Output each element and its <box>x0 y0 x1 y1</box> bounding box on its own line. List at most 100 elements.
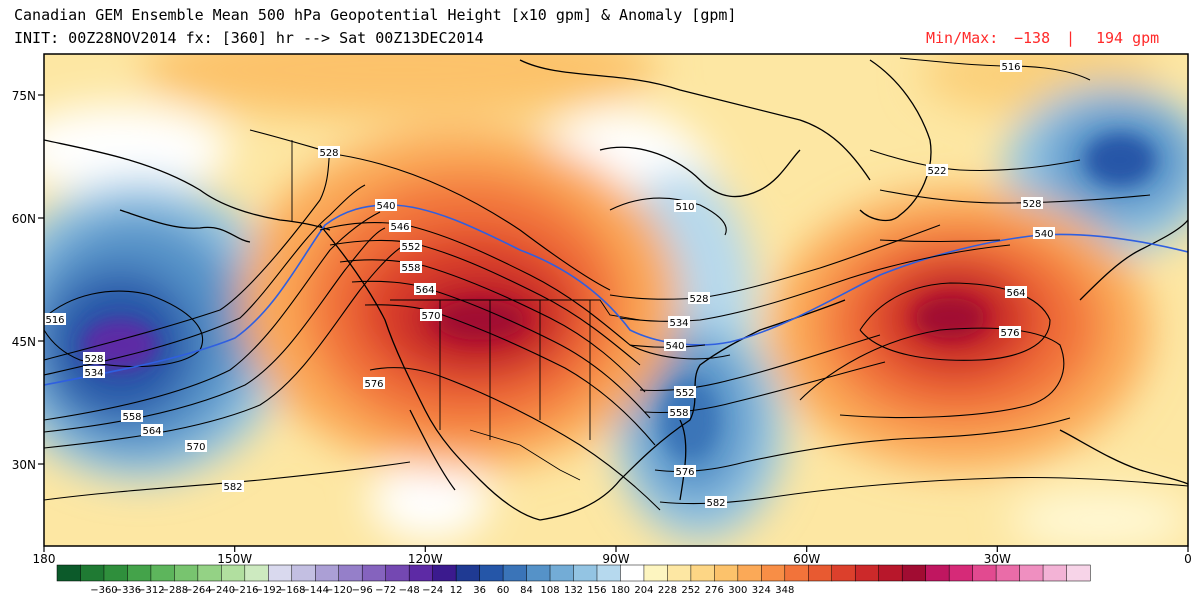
borders <box>291 140 641 481</box>
atlantic-576 <box>799 327 1065 419</box>
contour-label-text: 528 <box>689 294 708 305</box>
colorbar-label: −264 <box>184 585 211 596</box>
atlantic-522 <box>869 149 1081 172</box>
contour-label-text: 534 <box>669 318 688 329</box>
colorbar-label: −72 <box>375 585 396 596</box>
colorbar-swatch <box>573 564 598 582</box>
lon-label: 90W <box>602 552 629 566</box>
us-canada-border <box>390 299 641 321</box>
colorbar-label: −216 <box>231 585 258 596</box>
contour-label: 564 <box>1005 286 1027 299</box>
lat-label: 75N <box>12 89 36 103</box>
contour-label-text: 552 <box>401 242 420 253</box>
latitude-labels: 75N 60N 45N 30N <box>12 89 36 472</box>
colorbar-swatch <box>1066 564 1091 582</box>
contour-label-text: 570 <box>186 442 205 453</box>
contour-label-text: 528 <box>1022 199 1041 210</box>
colorbar-swatch <box>737 564 762 582</box>
init-forecast-line: INIT: 00Z28NOV2014 fx: [360] hr --> Sat … <box>14 29 484 47</box>
colorbar-swatch <box>127 564 152 582</box>
colorbar-swatch <box>150 564 175 582</box>
contour-label-text: 546 <box>390 222 409 233</box>
lon-label: 180 <box>33 552 56 566</box>
minmax-label: Min/Max: <box>926 29 999 47</box>
alaska-coast <box>44 139 331 231</box>
contour-label: 516 <box>1000 60 1022 73</box>
colorbar-swatch <box>244 564 269 582</box>
colorbar-label: 324 <box>752 585 771 596</box>
longitude-labels: 180 150W 120W 90W 60W 30W 0 <box>33 552 1192 566</box>
colorbar: −360−336−312−288−264−240−216−192−168−144… <box>56 564 1091 596</box>
contour-label: 528 <box>318 146 340 159</box>
yukon-528 <box>249 129 611 291</box>
contour-label-text: 540 <box>376 201 395 212</box>
colorbar-label: 252 <box>681 585 700 596</box>
contour-label-text: 558 <box>401 263 420 274</box>
contour-label: 522 <box>926 164 948 177</box>
colorbar-swatch <box>268 564 293 582</box>
colorbar-label: −168 <box>278 585 305 596</box>
contour-label: 576 <box>999 326 1021 339</box>
colorbar-swatch <box>56 564 82 582</box>
contour-label: 552 <box>400 240 422 253</box>
colorbar-swatch <box>479 564 504 582</box>
contour-labels: 516 528 534 558 564 570 582 528 540 546 … <box>44 60 1055 509</box>
atlantic-540-black <box>879 239 1001 243</box>
contour-label: 540 <box>375 199 397 212</box>
contour-label-text: 570 <box>421 311 440 322</box>
colorbar-swatch <box>925 564 950 582</box>
colorbar-label: 36 <box>473 585 486 596</box>
lon-label: 60W <box>793 552 820 566</box>
colorbar-label: 108 <box>540 585 559 596</box>
contour-label: 510 <box>674 200 696 213</box>
lon-label: 0 <box>1184 552 1192 566</box>
colorbar-label: 12 <box>450 585 463 596</box>
colorbar-swatch <box>761 564 786 582</box>
contour-label-text: 558 <box>669 408 688 419</box>
colorbar-swatch <box>620 564 645 582</box>
anomaly-shading <box>44 54 1188 546</box>
colorbar-swatch <box>831 564 856 582</box>
lon-label: 30W <box>984 552 1011 566</box>
coastlines <box>44 59 1188 521</box>
colorbar-swatch <box>901 564 927 582</box>
contour-label-text: 576 <box>364 379 383 390</box>
west-coast <box>319 224 541 521</box>
colorbar-swatch <box>808 564 833 582</box>
contour-label: 528 <box>83 352 105 365</box>
colorbar-swatch <box>854 564 880 582</box>
lon-label: 120W <box>408 552 443 566</box>
contour-label-text: 558 <box>122 412 141 423</box>
florida <box>679 419 687 501</box>
ridge-564 <box>351 280 651 419</box>
pacific-570 <box>44 244 406 449</box>
colorbar-label: −144 <box>302 585 329 596</box>
contour-label: 528 <box>688 292 710 305</box>
colorbar-swatch <box>667 564 692 582</box>
ridge-540 <box>44 204 1188 386</box>
contour-label: 528 <box>1021 197 1043 210</box>
colorbar-swatch <box>174 564 199 582</box>
colorbar-swatch <box>714 564 739 582</box>
colorbar-swatch <box>502 564 528 582</box>
colorbar-swatch <box>596 564 622 582</box>
hudson-510 <box>609 197 727 236</box>
lat-label: 45N <box>12 335 36 349</box>
east-552 <box>639 334 881 392</box>
aleutian-chain <box>119 209 251 243</box>
colorbar-swatch <box>103 564 128 582</box>
colorbar-swatch <box>878 564 903 582</box>
height-contours <box>44 57 1188 511</box>
contour-label: 564 <box>414 283 436 296</box>
minmax-separator: | <box>1066 29 1076 47</box>
contour-label: 552 <box>674 386 696 399</box>
colorbar-swatch <box>1019 564 1044 582</box>
colorbar-label: 228 <box>658 585 677 596</box>
contour-label-text: 552 <box>675 388 694 399</box>
colorbar-label: 156 <box>587 585 606 596</box>
colorbar-label: −48 <box>399 585 420 596</box>
contour-label-text: 516 <box>1001 62 1020 73</box>
ridge-558 <box>339 259 646 393</box>
contour-label-text: 564 <box>1006 288 1025 299</box>
